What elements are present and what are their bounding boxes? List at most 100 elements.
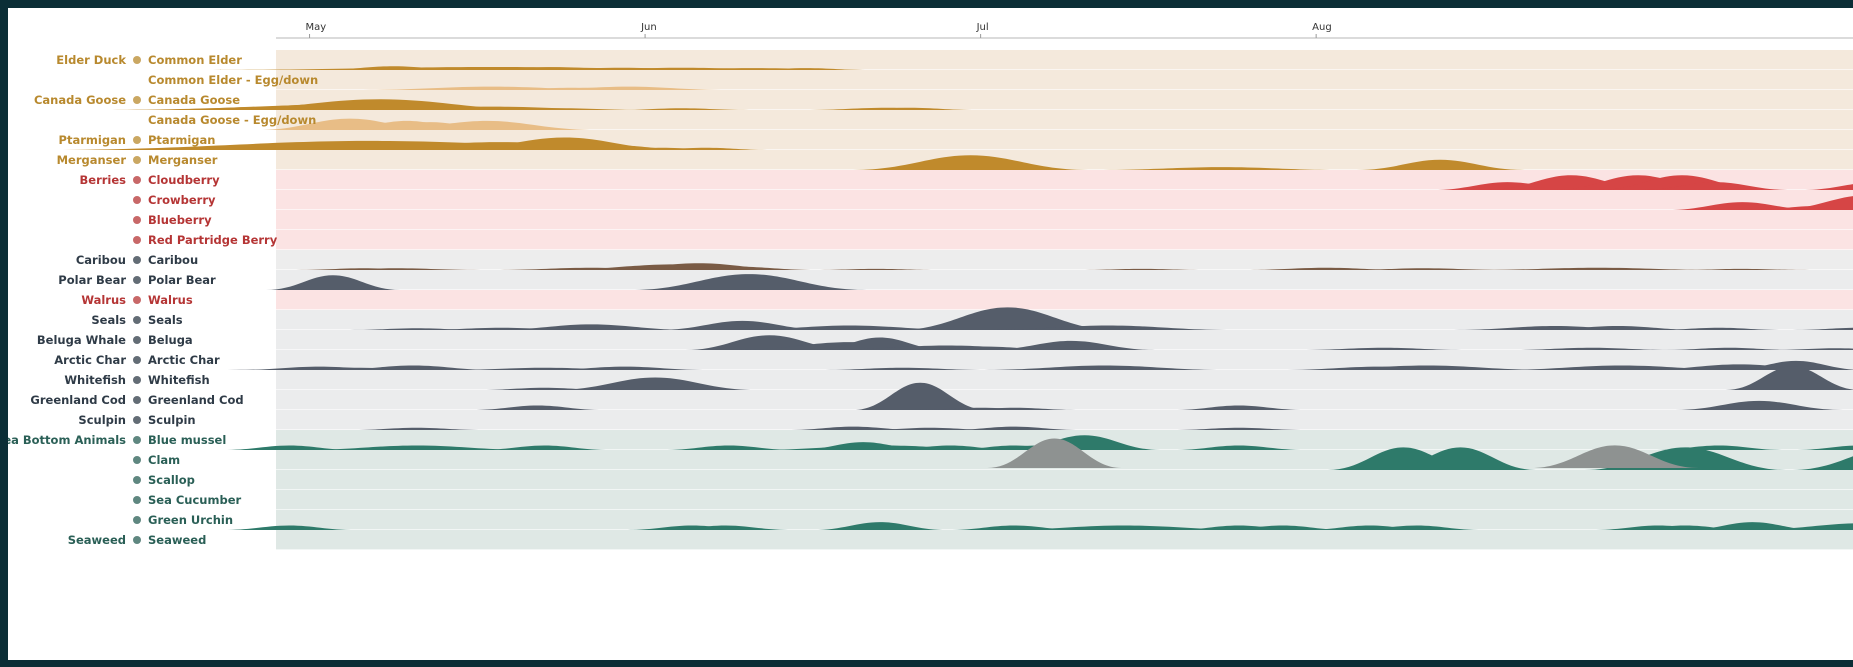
category-label: Merganser [57,153,127,167]
scallop-icon [133,476,141,484]
row-label: Beluga [148,333,193,347]
data-peak [930,168,1065,170]
data-peak [1171,445,1307,450]
row-band [276,110,1853,130]
data-peak [982,325,1234,330]
x-tick-label: Jul [976,22,989,33]
data-peak [1339,268,1508,270]
data-peak [739,68,874,70]
data-peak [1792,327,1853,330]
data-peak [1800,184,1853,190]
data-peak [527,86,729,90]
data-peak-grey [1530,445,1699,468]
data-peak [1171,405,1307,410]
ptarmigan-icon [133,136,141,144]
data-peak [541,366,709,370]
cloudberry-icon [133,176,141,184]
category-label: Seaweed [68,533,126,547]
data-peak [658,320,827,330]
clam-icon [133,456,141,464]
row-band [276,470,1853,490]
data-peak [1774,196,1853,210]
category-label: Arctic Char [54,353,126,367]
row-band [276,50,1853,70]
row-label: Greenland Cod [148,393,244,407]
category-label: Polar Bear [58,273,126,287]
row-band [276,130,1853,150]
category-label: Canada Goose [34,93,126,107]
data-peak [1685,522,1820,530]
row-band [276,270,1853,290]
walrus-icon [133,296,141,304]
category-label: Beluga Whale [37,333,126,347]
data-peak [978,365,1231,370]
row-label: Seaweed [148,533,206,547]
data-peak [786,426,921,430]
category-label: Berries [80,173,127,187]
data-peak [809,268,944,270]
green-urchin-icon [133,516,141,524]
data-peak [1651,327,1786,330]
row-label: Ptarmigan [148,133,215,147]
data-peak [329,365,498,370]
data-peak [1472,267,1724,270]
category-label: Caribou [76,253,126,267]
data-peak [1675,400,1843,410]
category-label: Whitefish [64,373,126,387]
row-label: Sculpin [148,413,196,427]
harvest-calendar-chart: May Jun Jul Aug Elder Duck Common Elder Common… [8,22,1853,550]
polar-bear-icon [133,276,141,284]
data-peak [1393,168,1528,170]
data-peak [477,387,612,390]
data-peak [1301,365,1553,370]
data-peak [312,268,481,270]
arctic-char-icon [133,356,141,364]
row-label: Blue mussel [148,433,226,447]
data-peak [1792,456,1853,470]
data-peak [1299,347,1468,350]
data-peak [661,445,797,450]
row-label: Crowberry [148,193,216,207]
data-peak [1215,525,1350,530]
row-label: Red Partridge Berry [148,233,278,247]
data-peak [853,382,988,410]
data-peak [1349,525,1484,530]
data-peak [477,445,612,450]
data-peak [265,275,401,290]
category-label: Ptarmigan [59,133,126,147]
data-peak [1356,159,1525,170]
row-band [276,170,1853,190]
category-label: Walrus [81,293,126,307]
blueberry-icon [133,216,141,224]
row-band [276,510,1853,530]
data-peak [299,445,535,450]
row-label: Blueberry [148,213,212,227]
data-peak [1096,167,1349,170]
data-peak-grey [987,438,1122,468]
data-peak [863,427,998,430]
row-label: Sea Cucumber [148,493,241,507]
chart-frame: May Jun Jul Aug Elder Duck Common Elder Common… [8,8,1853,660]
caribou-icon [133,256,141,264]
sea-cucumber-icon [133,496,141,504]
data-peak [1675,268,1810,270]
data-peak [638,147,773,150]
eider-duck-icon [133,56,141,64]
sculpin-icon [133,416,141,424]
data-peak [898,307,1117,330]
data-peak [1242,267,1411,270]
row-label: Canada Goose - Egg/down [148,113,316,127]
data-peak [947,426,1082,430]
data-peak [843,107,978,110]
data-peak [554,377,756,390]
data-peak [349,427,485,430]
row-band [276,490,1853,510]
row-label: Canada Goose [148,93,240,107]
row-band [276,230,1853,250]
row-band [276,70,1853,90]
data-peak [1074,268,1209,270]
greenland-cod-icon [133,396,141,404]
seaweed-icon [133,536,141,544]
row-label: Green Urchin [148,513,233,527]
category-label: Seals [91,313,126,327]
